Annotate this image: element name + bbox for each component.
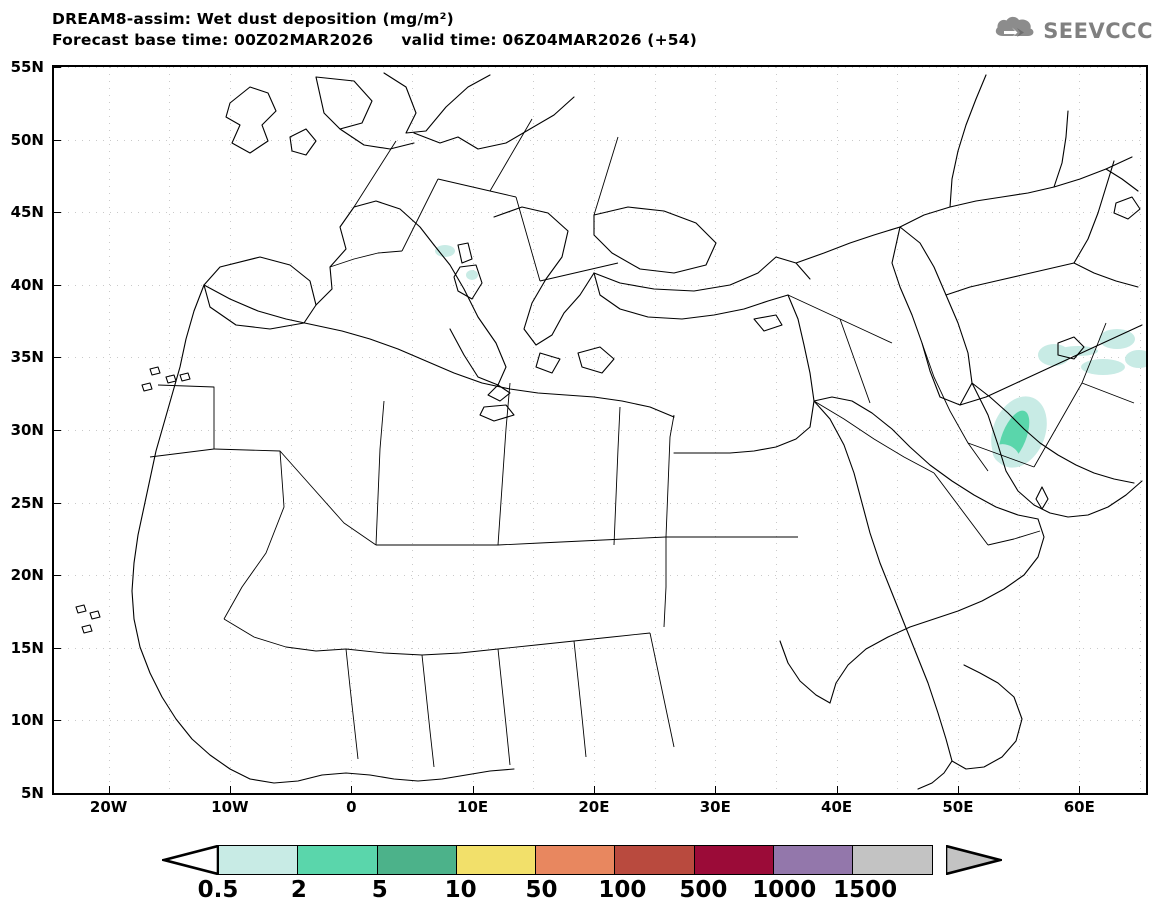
seevccc-logo: SEEVCCC — [993, 14, 1153, 48]
colorbar-tick-label: 0.5 — [197, 877, 239, 903]
y-axis-label: 55N — [10, 58, 44, 76]
x-axis-label: 50E — [942, 798, 974, 816]
gridline-parallel — [54, 430, 1146, 431]
colorbar-swatch[interactable] — [693, 845, 775, 875]
y-axis-label: 35N — [10, 348, 44, 367]
y-axis-label: 50N — [10, 130, 44, 149]
x-axis-tick — [229, 786, 231, 793]
colorbar-over-cap — [946, 845, 1002, 875]
y-axis-tick — [54, 430, 61, 431]
gridline-parallel — [54, 575, 1146, 577]
x-axis-tick — [836, 786, 838, 793]
colorbar-tick-label: 5 — [371, 877, 388, 903]
colorbar-swatch[interactable] — [455, 845, 537, 875]
colorbar-cells — [218, 845, 934, 875]
gridline-parallel — [54, 67, 1146, 68]
x-axis-label: 40E — [821, 798, 853, 816]
colorbar-tick-label: 100 — [598, 877, 647, 903]
x-axis-tick — [108, 786, 110, 793]
y-axis-label: 30N — [10, 421, 44, 439]
gridline-parallel — [54, 357, 1146, 359]
colorbar-tick-label: 1500 — [833, 877, 898, 903]
gridline-parallel — [54, 720, 1146, 722]
colorbar-swatch[interactable] — [772, 845, 854, 875]
x-axis-label: 30E — [699, 798, 731, 816]
gridline-parallel — [54, 139, 1146, 141]
forecast-time-line: Forecast base time: 00Z02MAR2026 valid t… — [52, 31, 698, 49]
header: DREAM8-assim: Wet dust deposition (mg/m²… — [0, 0, 1165, 60]
gridline-parallel — [54, 793, 1146, 794]
seevccc-logo-text: SEEVCCC — [1043, 19, 1153, 43]
colorbar-swatch[interactable] — [614, 845, 696, 875]
x-axis-tick — [351, 786, 353, 793]
gridline-parallel — [54, 502, 1146, 504]
y-axis-tick — [54, 502, 61, 504]
y-axis-tick — [54, 284, 61, 286]
colorbar-swatch[interactable] — [376, 845, 458, 875]
gridline-parallel — [54, 284, 1146, 286]
colorbar-swatch[interactable] — [297, 845, 379, 875]
y-axis-label: 5N — [21, 784, 44, 802]
x-axis-label: 20W — [89, 798, 128, 816]
gridline-parallel — [54, 212, 1146, 214]
y-axis-label: 20N — [10, 566, 44, 585]
x-axis-tick — [1079, 786, 1081, 793]
colorbar-swatch[interactable] — [535, 845, 616, 875]
colorbar[interactable]: 0.5 2 5 10 50 100 500 1000 1500 — [162, 845, 1002, 903]
y-axis-tick — [54, 139, 61, 141]
x-axis-tick — [715, 786, 717, 793]
colorbar-tick-label: 2 — [290, 877, 307, 903]
y-axis-label: 15N — [10, 638, 44, 657]
y-axis-tick — [54, 647, 61, 649]
x-axis-label: 20E — [578, 798, 610, 816]
colorbar-tick-label: 10 — [444, 877, 477, 903]
y-axis-label: 10N — [10, 711, 44, 730]
x-axis-tick — [472, 786, 474, 793]
gridline-parallel — [54, 647, 1146, 649]
y-axis-tick — [54, 793, 61, 794]
x-axis-label: 0 — [346, 798, 357, 816]
colorbar-under-cap — [162, 845, 218, 875]
y-axis-tick — [54, 575, 61, 577]
y-axis-tick — [54, 67, 61, 68]
page-title: DREAM8-assim: Wet dust deposition (mg/m²… — [52, 10, 454, 28]
map-coastlines — [75, 72, 1146, 790]
y-axis-tick — [54, 212, 61, 214]
colorbar-tick-label: 50 — [525, 877, 558, 903]
y-axis-tick — [54, 720, 61, 722]
colorbar-tick-label: 500 — [679, 877, 728, 903]
x-axis-tick — [593, 786, 595, 793]
y-axis-label: 25N — [10, 493, 44, 512]
y-axis-tick — [54, 357, 61, 359]
x-axis-label: 60E — [1063, 798, 1095, 816]
y-axis-label: 40N — [10, 275, 44, 294]
cloud-arrow-icon — [993, 15, 1037, 47]
x-axis-tick — [957, 786, 959, 793]
colorbar-swatch[interactable] — [218, 845, 299, 875]
x-axis-label: 10E — [457, 798, 489, 816]
colorbar-tick-label: 1000 — [752, 877, 817, 903]
y-axis-label: 45N — [10, 203, 44, 222]
forecast-map-plot[interactable] — [52, 65, 1148, 795]
x-axis-label: 10W — [211, 798, 249, 816]
colorbar-swatch[interactable] — [852, 845, 934, 875]
